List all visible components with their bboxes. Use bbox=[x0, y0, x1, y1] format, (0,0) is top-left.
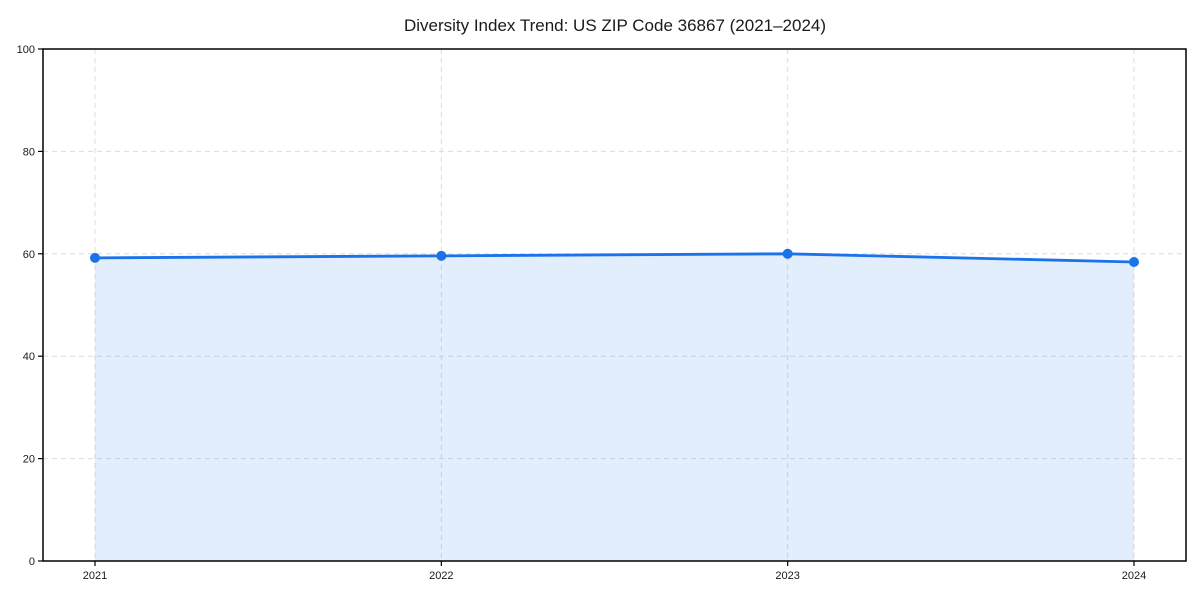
area-layer bbox=[95, 253, 1134, 562]
chart-title: Diversity Index Trend: US ZIP Code 36867… bbox=[404, 16, 826, 35]
y-tick-label-80: 80 bbox=[23, 146, 35, 158]
y-tick-label-20: 20 bbox=[23, 454, 35, 466]
x-tick-label-2022: 2022 bbox=[429, 570, 453, 582]
data-point-2024 bbox=[1129, 256, 1139, 267]
y-tick-label-100: 100 bbox=[17, 44, 35, 56]
line-layer bbox=[90, 248, 1139, 267]
y-tick-label-40: 40 bbox=[23, 351, 35, 363]
plot-frame bbox=[42, 48, 1187, 562]
x-tick-label-2024: 2024 bbox=[1122, 570, 1146, 582]
data-point-2021 bbox=[90, 252, 100, 263]
frame-layer bbox=[42, 48, 1187, 562]
x-tick-label-2023: 2023 bbox=[775, 570, 799, 582]
y-tick-label-0: 0 bbox=[29, 556, 35, 568]
data-point-2023 bbox=[782, 248, 793, 259]
area-fill bbox=[95, 253, 1134, 562]
y-tick-label-60: 60 bbox=[23, 249, 35, 261]
x-tick-label-2021: 2021 bbox=[83, 570, 107, 582]
tick-layer: 0 20 40 60 80 100 2021 2022 2023 2024 bbox=[17, 44, 1147, 582]
data-point-2022 bbox=[436, 250, 447, 261]
trend-line bbox=[93, 252, 1136, 264]
